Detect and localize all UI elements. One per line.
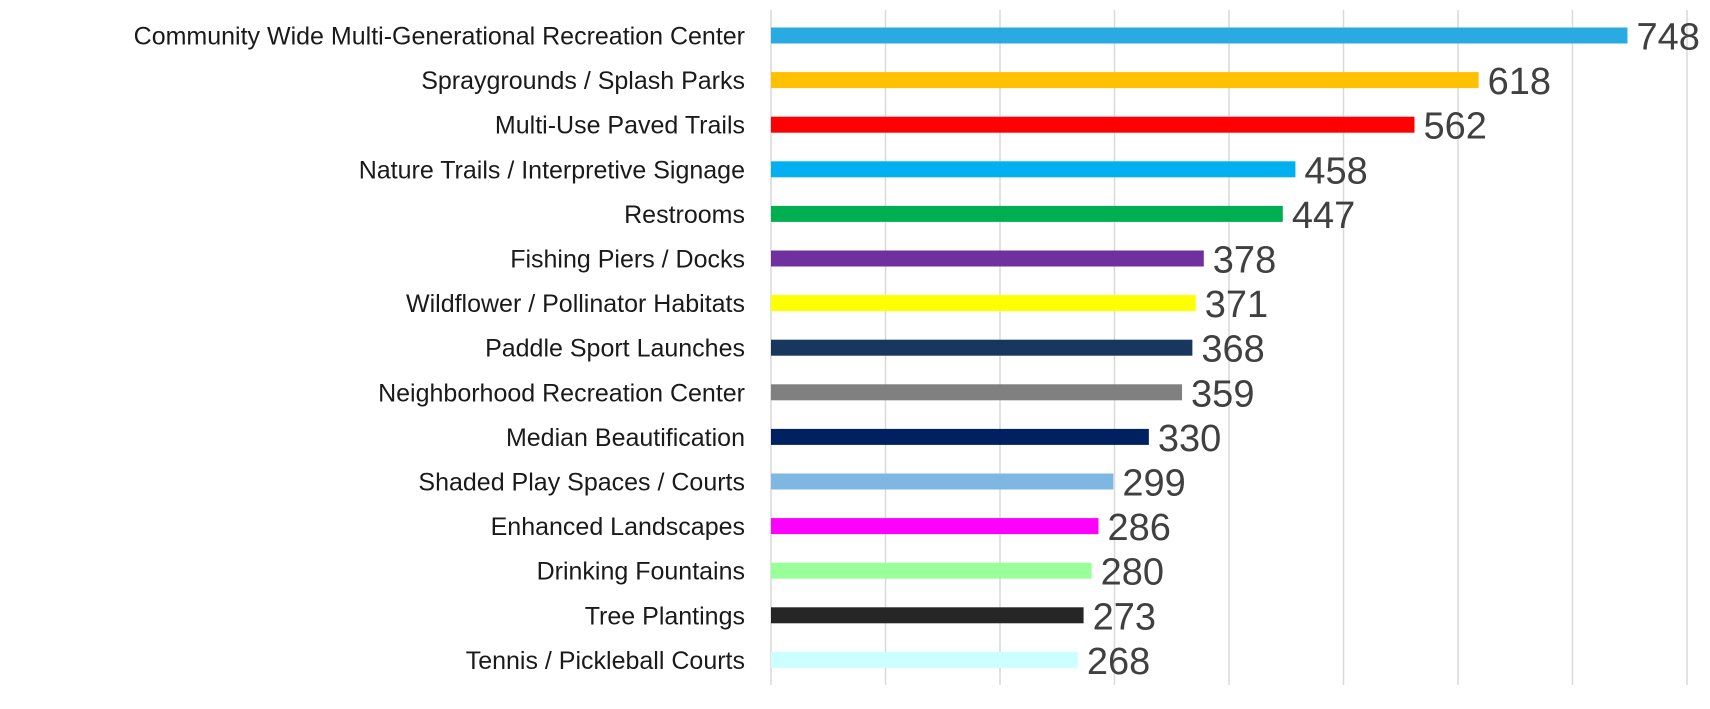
bar-8 bbox=[771, 384, 1183, 401]
bar-7 bbox=[771, 339, 1193, 356]
bar-2 bbox=[771, 116, 1415, 133]
category-label-4: Restrooms bbox=[624, 201, 745, 229]
category-labels: Community Wide Multi-Generational Recrea… bbox=[134, 23, 745, 675]
category-label-0: Community Wide Multi-Generational Recrea… bbox=[134, 23, 745, 51]
category-label-6: Wildflower / Pollinator Habitats bbox=[406, 290, 745, 318]
category-label-8: Neighborhood Recreation Center bbox=[378, 379, 745, 407]
value-labels: 7486185624584473783713683593302992862802… bbox=[1087, 17, 1700, 683]
category-label-12: Drinking Fountains bbox=[537, 558, 745, 586]
value-label-14: 268 bbox=[1087, 641, 1150, 683]
bar-14 bbox=[771, 651, 1078, 668]
value-label-5: 378 bbox=[1213, 240, 1276, 282]
category-label-14: Tennis / Pickleball Courts bbox=[466, 647, 745, 675]
category-label-1: Spraygrounds / Splash Parks bbox=[421, 67, 745, 95]
category-label-10: Shaded Play Spaces / Courts bbox=[418, 469, 745, 497]
category-label-13: Tree Plantings bbox=[585, 602, 745, 630]
value-label-11: 286 bbox=[1107, 507, 1170, 549]
value-label-4: 447 bbox=[1292, 195, 1355, 237]
value-label-0: 748 bbox=[1636, 17, 1699, 59]
category-label-7: Paddle Sport Launches bbox=[485, 335, 745, 363]
value-label-3: 458 bbox=[1304, 150, 1367, 192]
value-label-1: 618 bbox=[1488, 61, 1551, 103]
category-label-11: Enhanced Landscapes bbox=[491, 513, 745, 541]
category-label-3: Nature Trails / Interpretive Signage bbox=[359, 156, 745, 184]
value-label-2: 562 bbox=[1423, 106, 1486, 148]
bar-9 bbox=[771, 428, 1149, 445]
value-label-10: 299 bbox=[1122, 463, 1185, 505]
bar-10 bbox=[771, 473, 1114, 490]
value-label-6: 371 bbox=[1205, 284, 1268, 326]
category-label-5: Fishing Piers / Docks bbox=[510, 246, 745, 274]
value-label-8: 359 bbox=[1191, 373, 1254, 415]
bar-0 bbox=[771, 27, 1628, 44]
category-label-2: Multi-Use Paved Trails bbox=[495, 112, 745, 140]
bar-12 bbox=[771, 562, 1092, 579]
bar-11 bbox=[771, 518, 1099, 535]
value-label-13: 273 bbox=[1093, 596, 1156, 638]
value-label-9: 330 bbox=[1158, 418, 1221, 460]
value-label-12: 280 bbox=[1101, 552, 1164, 594]
bars bbox=[771, 27, 1628, 668]
value-label-7: 368 bbox=[1201, 329, 1264, 371]
bar-13 bbox=[771, 607, 1084, 624]
category-label-9: Median Beautification bbox=[506, 424, 745, 452]
bar-6 bbox=[771, 295, 1196, 312]
bar-1 bbox=[771, 72, 1479, 89]
bar-3 bbox=[771, 161, 1296, 178]
bar-4 bbox=[771, 205, 1283, 222]
bar-5 bbox=[771, 250, 1204, 267]
